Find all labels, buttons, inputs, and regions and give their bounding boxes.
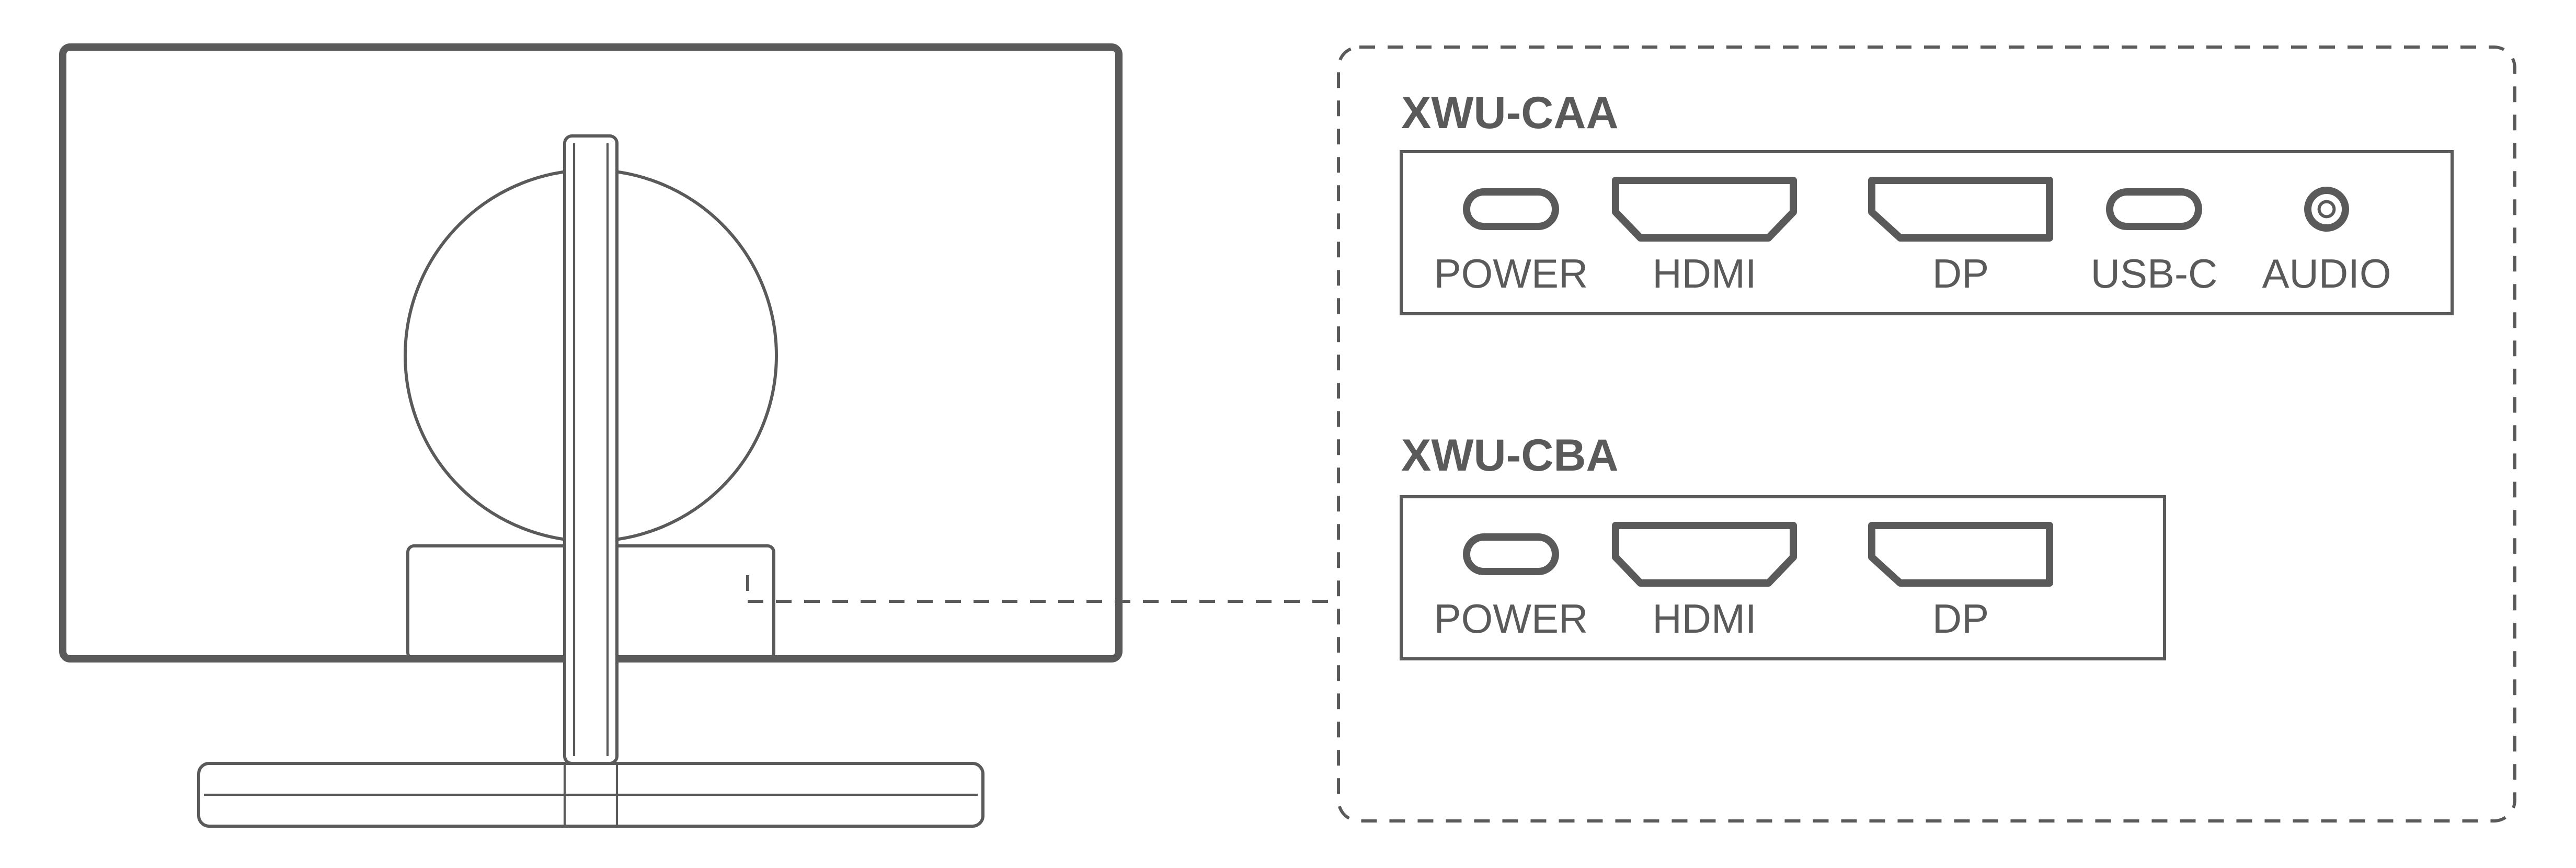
port-label: USB-C [2091, 250, 2218, 296]
model-label: XWU-CAA [1401, 88, 1619, 138]
port-label: HDMI [1652, 250, 1756, 296]
port-label: DP [1932, 250, 1989, 296]
canvas-bg [0, 0, 2576, 868]
port-label: AUDIO [2262, 250, 2391, 296]
port-label: HDMI [1652, 596, 1756, 642]
port-label: POWER [1434, 250, 1588, 296]
port-label: DP [1932, 596, 1989, 642]
port-label: POWER [1434, 596, 1588, 642]
monitor-stand-column [565, 136, 617, 763]
model-label: XWU-CBA [1401, 430, 1619, 481]
